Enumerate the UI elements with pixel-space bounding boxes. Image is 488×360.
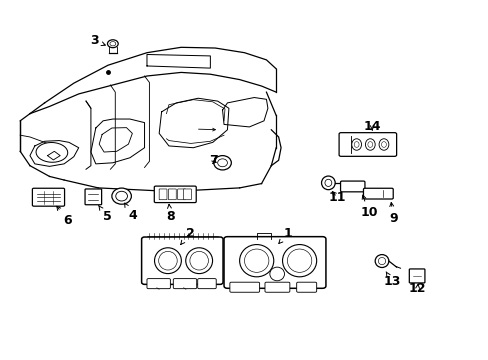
- Ellipse shape: [110, 41, 116, 46]
- FancyBboxPatch shape: [177, 189, 185, 200]
- Ellipse shape: [381, 141, 386, 147]
- Ellipse shape: [158, 251, 177, 270]
- Ellipse shape: [325, 179, 331, 186]
- FancyBboxPatch shape: [173, 279, 196, 289]
- Ellipse shape: [154, 248, 181, 274]
- FancyBboxPatch shape: [32, 188, 64, 206]
- Text: 11: 11: [328, 191, 345, 204]
- Text: 9: 9: [388, 202, 397, 225]
- FancyBboxPatch shape: [340, 181, 364, 192]
- Text: 10: 10: [359, 195, 377, 220]
- Text: 6: 6: [57, 206, 72, 227]
- Ellipse shape: [378, 139, 388, 150]
- Ellipse shape: [353, 141, 358, 147]
- Ellipse shape: [365, 139, 374, 150]
- FancyBboxPatch shape: [408, 269, 424, 283]
- Text: 1: 1: [278, 226, 292, 243]
- Text: 8: 8: [166, 204, 174, 224]
- Text: 14: 14: [363, 121, 380, 134]
- Ellipse shape: [112, 188, 131, 204]
- FancyBboxPatch shape: [224, 237, 325, 288]
- FancyBboxPatch shape: [363, 188, 392, 199]
- Ellipse shape: [321, 176, 334, 190]
- FancyBboxPatch shape: [142, 237, 223, 284]
- Ellipse shape: [374, 255, 388, 267]
- Ellipse shape: [116, 191, 127, 201]
- Ellipse shape: [287, 249, 311, 273]
- FancyBboxPatch shape: [197, 279, 216, 289]
- FancyBboxPatch shape: [229, 282, 259, 292]
- Text: 13: 13: [382, 272, 400, 288]
- FancyBboxPatch shape: [159, 189, 166, 200]
- Text: 12: 12: [408, 282, 426, 295]
- FancyBboxPatch shape: [85, 189, 102, 205]
- Ellipse shape: [36, 143, 67, 162]
- Ellipse shape: [282, 244, 316, 277]
- FancyBboxPatch shape: [154, 186, 196, 203]
- Text: 5: 5: [99, 206, 111, 224]
- FancyBboxPatch shape: [183, 189, 191, 200]
- Ellipse shape: [351, 139, 361, 150]
- FancyBboxPatch shape: [296, 282, 316, 292]
- FancyBboxPatch shape: [264, 282, 289, 292]
- Ellipse shape: [378, 257, 385, 265]
- FancyBboxPatch shape: [168, 189, 176, 200]
- Ellipse shape: [217, 159, 227, 167]
- Ellipse shape: [185, 248, 212, 274]
- Ellipse shape: [189, 251, 208, 270]
- Ellipse shape: [269, 267, 284, 281]
- Text: 2: 2: [181, 226, 194, 244]
- FancyBboxPatch shape: [338, 133, 396, 156]
- Text: 4: 4: [124, 203, 137, 222]
- Text: 3: 3: [90, 34, 105, 48]
- Ellipse shape: [367, 141, 372, 147]
- FancyBboxPatch shape: [147, 279, 170, 289]
- Ellipse shape: [107, 40, 118, 48]
- Ellipse shape: [244, 249, 268, 273]
- Ellipse shape: [213, 156, 231, 170]
- Text: 7: 7: [209, 154, 218, 167]
- Ellipse shape: [239, 244, 273, 277]
